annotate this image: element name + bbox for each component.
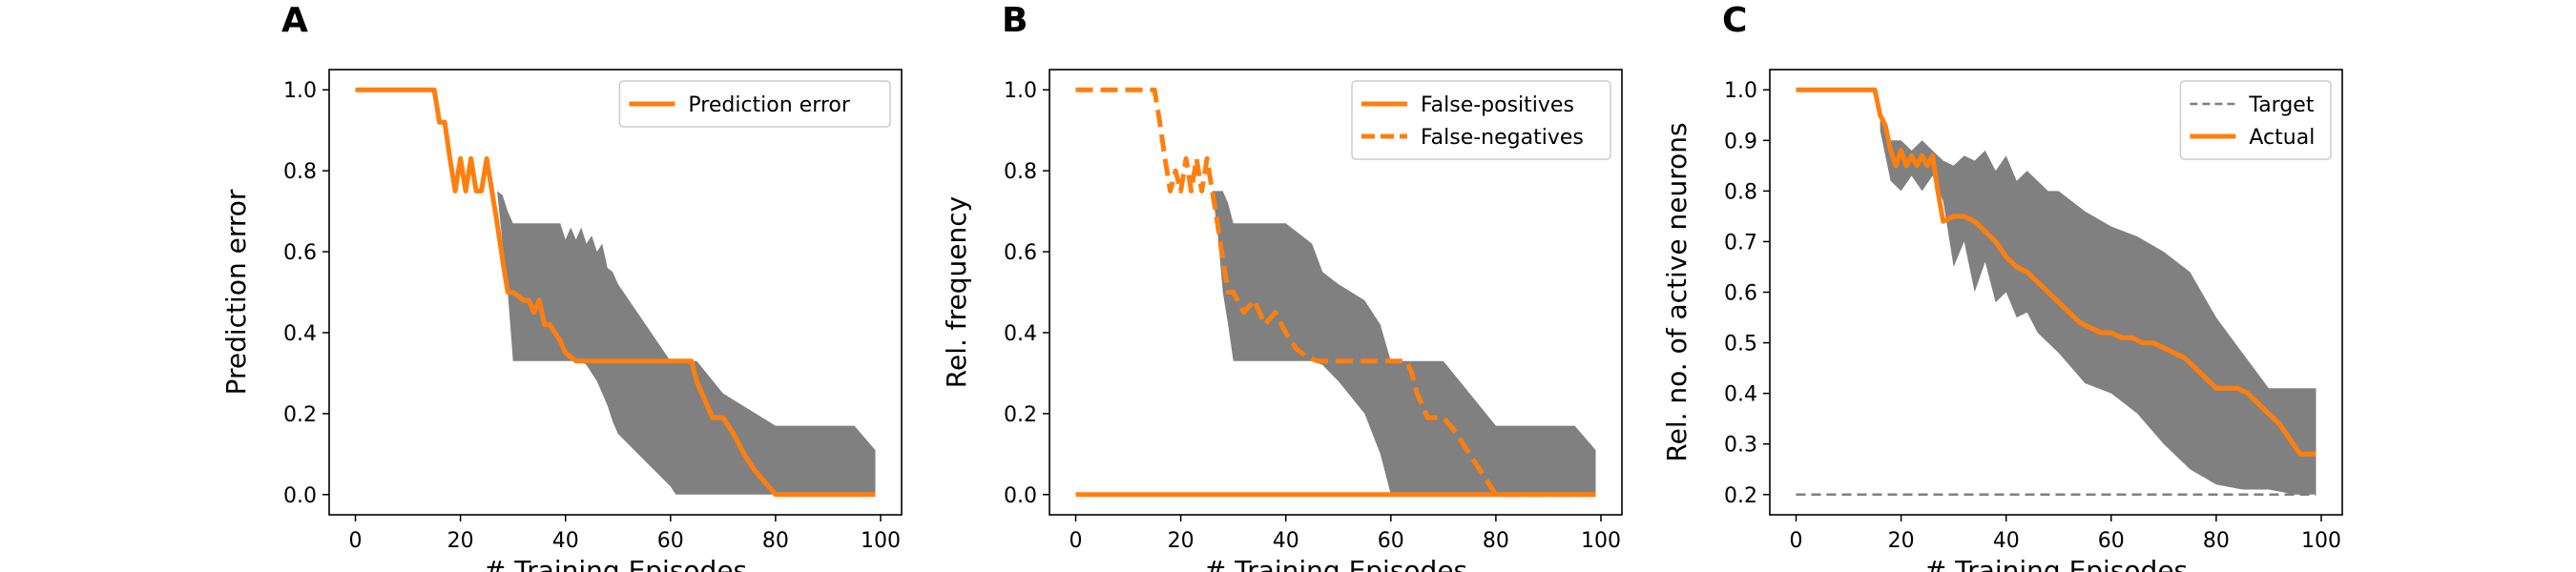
x-tick-label: 0 [1790,529,1803,553]
x-tick-label: 40 [1273,529,1299,553]
y-tick-label: 0.3 [1724,434,1757,458]
std-band [497,191,876,495]
legend: Prediction error [618,80,891,128]
y-tick-label: 0.4 [283,322,317,346]
x-tick-label: 20 [1168,529,1195,553]
x-tick-label: 0 [349,529,363,553]
x-tick-label: 100 [1581,529,1621,553]
x-tick-label: 100 [861,529,901,553]
series-line-prediction-error [355,87,876,498]
legend-label: False-negatives [1421,126,1584,150]
y-tick-label: 0.5 [1724,333,1757,357]
y-axis-label: Prediction error [220,189,252,395]
x-axis-label: # Training Episodes [1204,555,1467,572]
y-tick-label: 1.0 [1004,79,1037,103]
y-tick-label: 0.4 [1004,322,1037,346]
legend-label: Prediction error [688,93,850,117]
x-axis-label: # Training Episodes [484,555,747,572]
legend-box [618,80,891,128]
legend-label: Actual [2249,126,2315,150]
y-tick-label: 0.8 [1004,160,1037,184]
x-tick-label: 20 [1888,529,1915,553]
panel-letter: C [1722,1,1747,40]
panel-letter: A [281,1,308,40]
legend-label: False-positives [1421,93,1574,117]
x-tick-label: 20 [447,529,474,553]
x-tick-label: 100 [2301,529,2341,553]
legend: False-positives False-negatives [1351,80,1611,160]
y-tick-label: 0.6 [283,241,317,265]
y-tick-label: 0.8 [1724,180,1757,204]
x-tick-label: 60 [657,529,684,553]
y-tick-label: 0.6 [1724,282,1757,306]
series-line-actual [1796,87,2316,457]
legend-label: Target [2248,93,2314,117]
x-tick-label: 60 [1378,529,1404,553]
x-tick-label: 40 [1993,529,2020,553]
std-band [1212,191,1596,495]
panel-b: 0 20 40 60 80 100 0.0 0.2 0.4 0.6 0.8 1.0 # Training… [941,1,1623,572]
y-tick-label: 0.0 [1004,484,1037,508]
x-tick-label: 80 [762,529,789,553]
axes-frame [1049,69,1623,516]
y-tick-label: 0.8 [283,160,317,184]
x-tick-label: 80 [1483,529,1509,553]
x-tick-label: 80 [2203,529,2230,553]
y-tick-label: 0.7 [1724,231,1757,255]
legend-box [2179,80,2332,160]
y-axis-label: Rel. frequency [941,196,972,388]
panel-a: 0 20 40 60 80 100 0.0 0.2 0.4 0.6 0.8 1.0 # Training… [220,1,903,572]
y-tick-label: 0.4 [1724,383,1757,407]
std-band [1880,114,2316,495]
y-axis-label: Rel. no. of active neurons [1661,122,1693,461]
x-tick-label: 0 [1070,529,1083,553]
y-tick-label: 0.2 [1004,403,1037,427]
y-tick-label: 1.0 [283,79,317,103]
legend: Target Actual [2179,80,2332,160]
y-tick-label: 0.6 [1004,241,1037,265]
y-tick-label: 0.0 [283,484,317,508]
legend-box [1351,80,1611,160]
axes-frame [328,69,903,516]
panel-c: 0 20 40 60 80 100 0.2 0.3 0.4 0.5 0.6 0.7 0.8 0.9 1.0 #… [1661,1,2343,572]
y-tick-label: 0.2 [1724,484,1757,508]
y-tick-label: 0.2 [283,403,317,427]
x-tick-label: 60 [2098,529,2125,553]
y-tick-label: 1.0 [1724,79,1757,103]
x-axis-label: # Training Episodes [1924,555,2188,572]
panel-letter: B [1002,1,1028,40]
series-line-false-negatives [1075,87,1596,498]
x-tick-label: 40 [552,529,579,553]
y-tick-label: 0.9 [1724,130,1757,153]
